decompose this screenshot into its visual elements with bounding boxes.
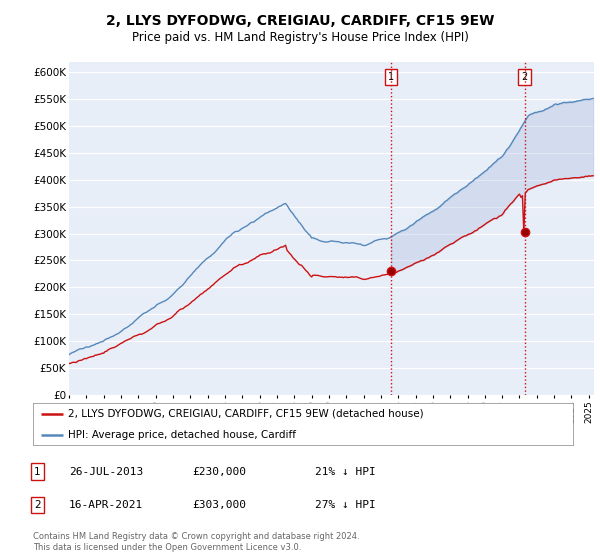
Text: 21% ↓ HPI: 21% ↓ HPI [315,466,376,477]
Text: HPI: Average price, detached house, Cardiff: HPI: Average price, detached house, Card… [68,430,296,440]
Text: 27% ↓ HPI: 27% ↓ HPI [315,500,376,510]
Text: £230,000: £230,000 [192,466,246,477]
Text: 16-APR-2021: 16-APR-2021 [69,500,143,510]
Text: 1: 1 [388,72,394,82]
Text: 2: 2 [521,72,527,82]
Text: 2, LLYS DYFODWG, CREIGIAU, CARDIFF, CF15 9EW (detached house): 2, LLYS DYFODWG, CREIGIAU, CARDIFF, CF15… [68,409,424,419]
Text: £303,000: £303,000 [192,500,246,510]
Text: 2: 2 [34,500,41,510]
Text: 26-JUL-2013: 26-JUL-2013 [69,466,143,477]
Text: 1: 1 [34,466,41,477]
Text: Contains HM Land Registry data © Crown copyright and database right 2024.
This d: Contains HM Land Registry data © Crown c… [33,532,359,552]
Text: Price paid vs. HM Land Registry's House Price Index (HPI): Price paid vs. HM Land Registry's House … [131,31,469,44]
Text: 2, LLYS DYFODWG, CREIGIAU, CARDIFF, CF15 9EW: 2, LLYS DYFODWG, CREIGIAU, CARDIFF, CF15… [106,14,494,28]
